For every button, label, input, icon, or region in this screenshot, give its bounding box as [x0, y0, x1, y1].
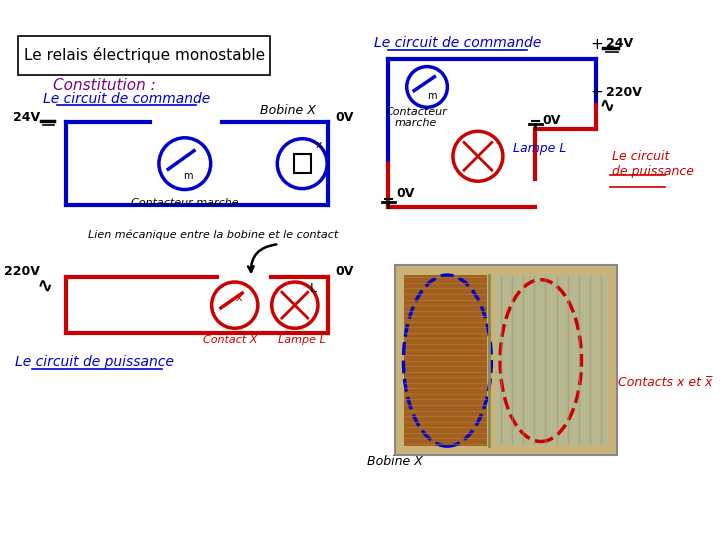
Text: 0V: 0V: [336, 265, 354, 278]
Text: Le circuit
de puissance: Le circuit de puissance: [612, 150, 694, 178]
Text: Contacteur
marche: Contacteur marche: [385, 106, 447, 128]
Text: 220V: 220V: [606, 86, 642, 99]
Text: +: +: [590, 85, 603, 100]
FancyBboxPatch shape: [19, 36, 270, 75]
Text: 0V: 0V: [543, 114, 561, 127]
Text: +: +: [590, 37, 603, 52]
Text: Le circuit de puissance: Le circuit de puissance: [14, 355, 174, 369]
Text: Lien mécanique entre la bobine et le contact: Lien mécanique entre la bobine et le con…: [88, 230, 338, 240]
Text: Lampe L: Lampe L: [513, 143, 567, 156]
FancyBboxPatch shape: [294, 154, 310, 173]
Text: m: m: [427, 91, 436, 101]
Text: x: x: [315, 140, 322, 150]
Text: Le circuit de commande: Le circuit de commande: [43, 92, 210, 106]
Text: Lampe L: Lampe L: [279, 335, 326, 345]
Text: Contact X: Contact X: [203, 335, 257, 345]
Text: L: L: [310, 282, 317, 295]
Text: Contacts x et x̅: Contacts x et x̅: [618, 376, 713, 389]
Text: Le relais électrique monostable: Le relais électrique monostable: [24, 48, 265, 64]
Text: Bobine X: Bobine X: [261, 104, 316, 117]
Text: Le circuit de commande: Le circuit de commande: [374, 37, 541, 50]
Text: 0V: 0V: [397, 187, 415, 200]
Text: Contacteur marche: Contacteur marche: [131, 198, 238, 207]
Text: 24V: 24V: [606, 37, 633, 50]
FancyBboxPatch shape: [496, 275, 608, 446]
Text: 24V: 24V: [12, 111, 40, 124]
Text: Bobine X: Bobine X: [366, 455, 423, 468]
Text: x: x: [236, 293, 243, 303]
Text: Constitution :: Constitution :: [53, 78, 156, 92]
FancyBboxPatch shape: [395, 265, 616, 455]
Text: m: m: [183, 171, 192, 181]
Text: 0V: 0V: [336, 111, 354, 124]
FancyBboxPatch shape: [404, 275, 487, 446]
Text: 220V: 220V: [4, 265, 40, 278]
